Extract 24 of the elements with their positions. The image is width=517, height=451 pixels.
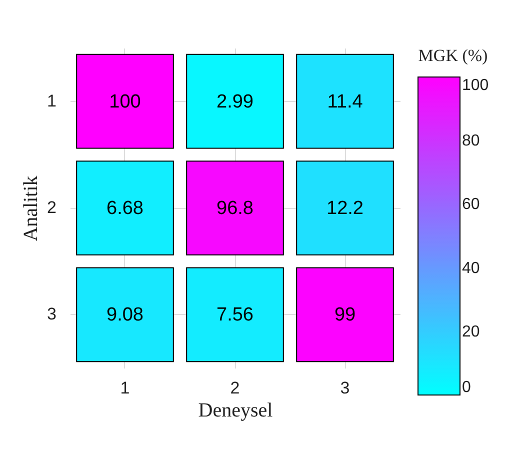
- color-bar-title: MGK (%): [418, 46, 488, 65]
- data-label: 6.68: [106, 198, 144, 219]
- data-label: 96.8: [216, 198, 254, 219]
- color-bar-label: 20: [462, 323, 480, 340]
- color-bar-label: 40: [462, 260, 480, 277]
- data-label: 11.4: [327, 91, 364, 112]
- x-tick-label: 3: [340, 378, 350, 398]
- data-label: 12.2: [326, 198, 364, 219]
- color-bar-label: 80: [462, 132, 480, 150]
- color-bar-label: 100: [462, 77, 489, 94]
- data-label: 99: [334, 304, 356, 326]
- y-axis-title: Analitik: [20, 176, 42, 242]
- y-tick-label: 3: [47, 304, 56, 324]
- data-label: 100: [109, 91, 141, 112]
- x-tick-label: 2: [230, 378, 240, 398]
- x-tick-label: 1: [120, 378, 130, 398]
- y-tick-label: 1: [47, 91, 56, 110]
- x-axis-title: Deneysel: [198, 400, 274, 422]
- color-bar-label: 60: [462, 196, 480, 214]
- data-label: 2.99: [216, 91, 254, 112]
- color-bar-label: 0: [462, 379, 471, 396]
- y-tick-label: 2: [47, 198, 56, 217]
- data-label: 9.08: [106, 304, 144, 326]
- data-label: 7.56: [216, 304, 254, 326]
